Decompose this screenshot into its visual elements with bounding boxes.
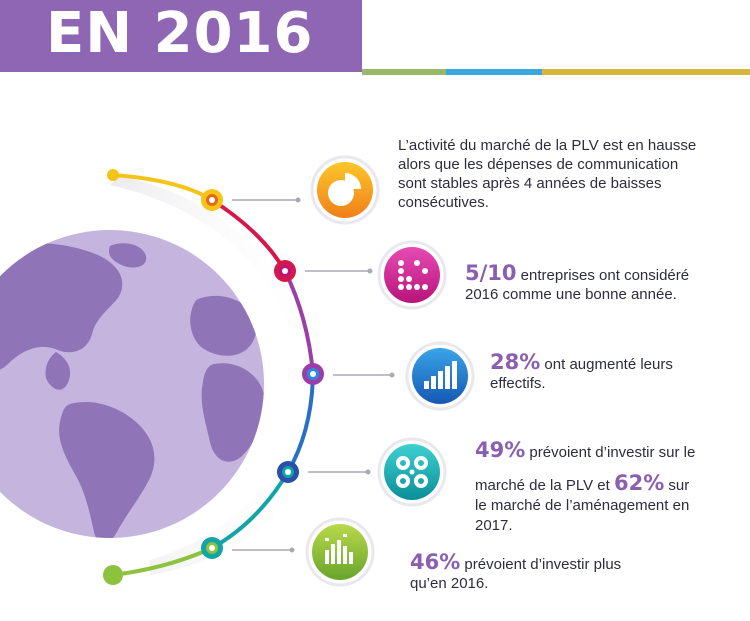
bar-chart-icon bbox=[405, 341, 475, 411]
arc-start-dot bbox=[107, 169, 119, 181]
arc-shadow bbox=[110, 176, 320, 575]
fact-1: L’activité du marché de la PLV est en ha… bbox=[398, 136, 696, 212]
timeline-node-5 bbox=[201, 537, 223, 559]
color-stripe-green bbox=[362, 69, 446, 75]
fact-3-line: effectifs. bbox=[490, 375, 546, 392]
fact-5: 46% prévoient d’investir plus qu’en 2016… bbox=[410, 550, 622, 593]
timeline-node-1 bbox=[201, 189, 223, 211]
title-banner: EN 2016 bbox=[0, 0, 362, 72]
fact-3: 28% ont augmenté leurs effectifs. bbox=[490, 350, 673, 393]
fact-1-line: sont stables après 4 années de baisses bbox=[398, 175, 662, 192]
fact-4: 49% prévoient d’investir sur le marché d… bbox=[475, 440, 695, 536]
fact-1-line: consécutives. bbox=[398, 194, 489, 211]
fact-5-line: prévoient d’investir plus bbox=[460, 556, 622, 573]
fact-2-line: entreprises ont considéré bbox=[516, 267, 690, 284]
connector-lines bbox=[232, 197, 395, 553]
fact-5-line: qu’en 2016. bbox=[410, 575, 489, 592]
fact-5-number: 46% bbox=[410, 550, 461, 574]
arc-end-dot bbox=[103, 565, 123, 585]
color-stripe-yellow bbox=[542, 69, 750, 75]
globe-continents bbox=[0, 242, 264, 538]
globe-illustration bbox=[0, 230, 264, 538]
page-title: EN 2016 bbox=[46, 1, 314, 66]
fact-4-line: 2017. bbox=[475, 517, 513, 534]
timeline-node-4 bbox=[277, 461, 299, 483]
fact-4-line: le marché de l’aménagement en bbox=[475, 497, 690, 514]
fact-4-line: sur bbox=[664, 477, 690, 494]
fact-2: 5/10 entreprises ont considéré 2016 comm… bbox=[465, 261, 690, 304]
timeline-node-3 bbox=[302, 363, 324, 385]
equalizer-icon bbox=[305, 517, 375, 587]
fact-2-line: 2016 comme une bonne année. bbox=[465, 286, 677, 303]
fact-4-line: prévoient d’investir sur le bbox=[525, 444, 696, 461]
fact-4-line: marché de la PLV et bbox=[475, 477, 614, 494]
fact-4-number: 49% bbox=[475, 438, 526, 462]
fact-3-line: ont augmenté leurs bbox=[540, 356, 673, 373]
fact-1-line: alors que les dépenses de communication bbox=[398, 156, 679, 173]
circles-icon bbox=[377, 437, 447, 507]
fact-3-number: 28% bbox=[490, 350, 541, 374]
timeline-node-2 bbox=[274, 260, 296, 282]
pie-chart-icon bbox=[310, 155, 380, 225]
fact-1-line: L’activité du marché de la PLV est en ha… bbox=[398, 137, 697, 154]
fact-4-number-2: 62% bbox=[613, 471, 665, 495]
dot-matrix-icon bbox=[377, 240, 447, 310]
color-stripe-blue bbox=[446, 69, 542, 75]
fact-2-number: 5/10 bbox=[465, 261, 517, 285]
